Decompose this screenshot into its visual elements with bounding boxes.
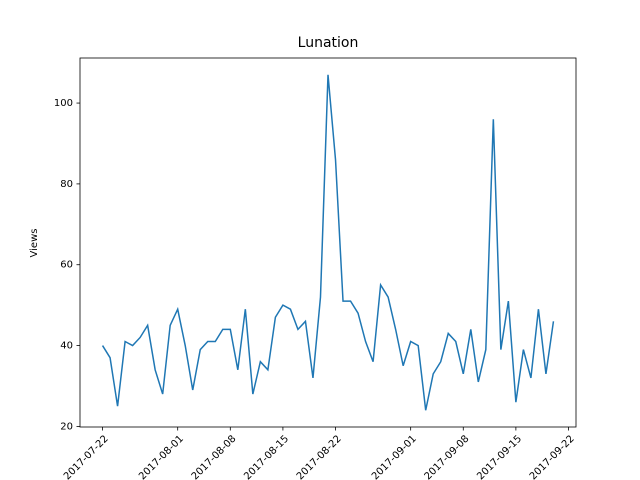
y-tick-label: 20 <box>60 421 73 432</box>
x-tick-label: 2017-09-15 <box>475 433 524 480</box>
x-tick-label: 2017-08-08 <box>190 433 239 480</box>
chart-title: Lunation <box>298 35 359 51</box>
y-axis-label: Views <box>29 229 40 258</box>
y-tick-label: 100 <box>54 98 73 109</box>
x-tick-label: 2017-08-22 <box>295 433 344 480</box>
x-tick-label: 2017-09-08 <box>423 433 472 480</box>
x-tick-label: 2017-08-01 <box>137 433 186 480</box>
x-tick-label: 2017-08-15 <box>242 433 291 480</box>
y-tick-label: 80 <box>60 179 73 190</box>
plot-frame <box>79 57 577 428</box>
y-tick-label: 40 <box>60 341 73 352</box>
data-line <box>101 74 555 411</box>
x-tick-label: 2017-09-22 <box>528 433 577 480</box>
x-tick-label: 2017-09-01 <box>370 433 419 480</box>
x-tick-label: 2017-07-22 <box>62 433 111 480</box>
y-tick-label: 60 <box>60 260 73 271</box>
